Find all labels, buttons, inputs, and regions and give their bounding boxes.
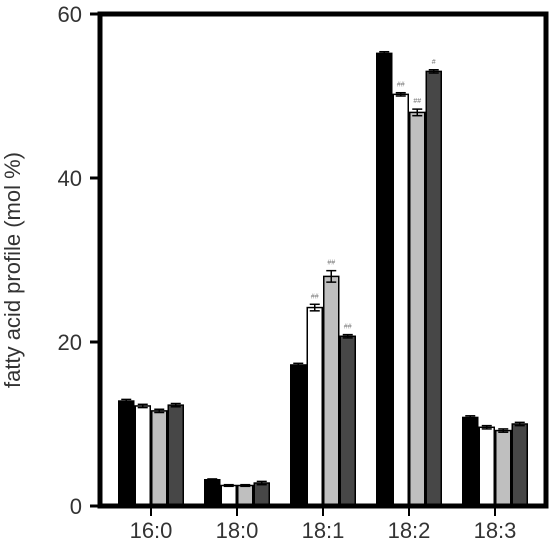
bar [495,429,512,507]
y-tick-label: 60 [58,2,82,27]
bar [323,275,340,507]
y-axis-title: fatty acid profile (mol %) [0,152,25,388]
x-tick-label: 18:0 [216,518,259,542]
bar [118,400,135,507]
significance-label: ## [311,293,319,300]
bar [462,416,479,507]
bar [306,306,323,507]
bar [151,410,168,507]
bar [220,484,237,507]
x-tick-label: 18:1 [302,518,345,542]
significance-label: ## [413,98,421,105]
bar [290,364,307,507]
bar [511,423,528,507]
bar [478,426,495,507]
bar [376,52,393,507]
bar [425,70,442,507]
x-tick-label: 18:3 [474,518,517,542]
significance-label: # [432,59,436,66]
significance-label: ## [344,324,352,331]
x-tick-label: 18:2 [388,518,431,542]
bar [204,479,221,507]
significance-label: ## [327,260,335,267]
bar [392,93,409,507]
y-tick-label: 40 [58,166,82,191]
bar [339,335,356,507]
bar [253,482,270,507]
x-tick-label: 16:0 [130,518,173,542]
bar [237,484,254,507]
significance-label: ## [397,82,405,89]
bar [134,405,151,507]
y-tick-label: 0 [70,494,82,519]
bar [167,404,184,507]
y-tick-label: 20 [58,330,82,355]
bar [409,111,426,507]
